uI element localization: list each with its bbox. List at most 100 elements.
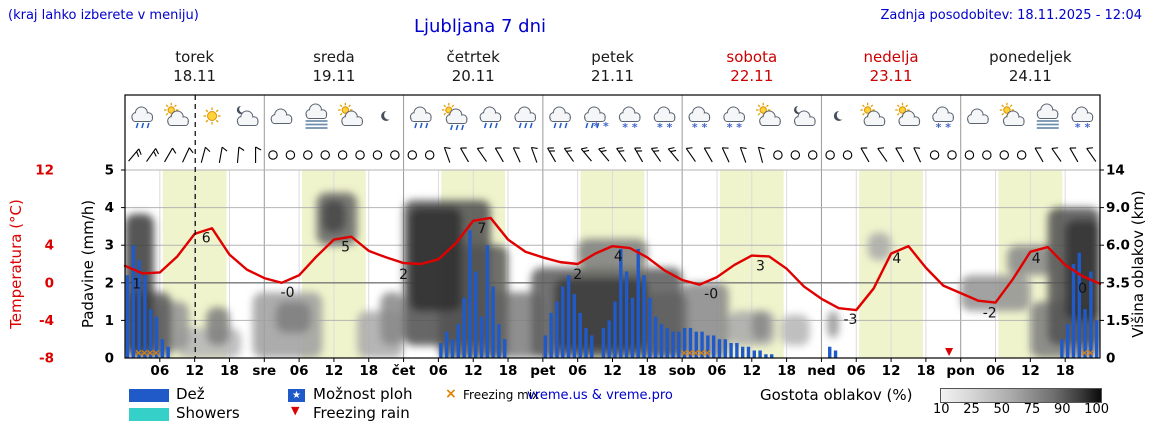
day-header-torek: torek 18.11 bbox=[173, 48, 217, 85]
precip-bars bbox=[125, 230, 1099, 358]
svg-text:ned: ned bbox=[807, 363, 835, 379]
legend-showers-label: Showers bbox=[176, 404, 240, 422]
svg-text:4: 4 bbox=[45, 238, 54, 254]
freezing-rain-triangle-icon: ▼ bbox=[291, 404, 300, 417]
weather-icon-cloud-sleet: * * bbox=[583, 106, 609, 133]
weather-icon-sun bbox=[203, 107, 221, 125]
svg-text:0: 0 bbox=[105, 351, 114, 367]
weather-icon-sun-cloud bbox=[338, 102, 364, 127]
weather-icon-moon bbox=[833, 110, 846, 121]
weather-icon-cloud bbox=[967, 108, 989, 125]
svg-text:* *: * * bbox=[593, 120, 609, 133]
svg-text:5: 5 bbox=[105, 163, 114, 179]
weather-icon-cloud-rain bbox=[549, 106, 571, 129]
legend-freezing-rain-label: Freezing rain bbox=[313, 404, 410, 422]
weather-icon-sun-cloud bbox=[164, 102, 189, 127]
svg-text:×: × bbox=[152, 348, 160, 359]
svg-text:1: 1 bbox=[105, 313, 114, 329]
svg-text:×: × bbox=[692, 348, 700, 359]
svg-text:čet: čet bbox=[392, 363, 416, 379]
density-tick: 25 bbox=[963, 402, 980, 417]
svg-text:6: 6 bbox=[202, 230, 211, 246]
svg-text:06: 06 bbox=[847, 363, 866, 379]
weather-icon-sun-cloud bbox=[755, 102, 781, 127]
day-header-nedelja: nedelja 23.11 bbox=[863, 48, 919, 85]
svg-text:-0: -0 bbox=[704, 287, 718, 303]
svg-text:18: 18 bbox=[916, 363, 935, 379]
weather-icon-cloud-snow: * * bbox=[723, 106, 746, 134]
density-tick: 10 bbox=[933, 402, 950, 417]
svg-text:×: × bbox=[686, 348, 694, 359]
day-header-sobota: sobota 22.11 bbox=[726, 48, 778, 85]
svg-text:sob: sob bbox=[669, 363, 696, 379]
density-tick: 100 bbox=[1084, 402, 1109, 417]
svg-text:14: 14 bbox=[1106, 163, 1125, 179]
weather-icon-moon-cloud bbox=[236, 105, 259, 127]
svg-text:3: 3 bbox=[756, 259, 765, 275]
day-header-sreda: sreda 19.11 bbox=[312, 48, 356, 85]
svg-text:×: × bbox=[703, 348, 711, 359]
weather-icon-sun-cloud bbox=[895, 102, 921, 127]
svg-text:4: 4 bbox=[1032, 251, 1041, 267]
svg-text:12: 12 bbox=[882, 363, 901, 379]
svg-text:12: 12 bbox=[325, 363, 344, 379]
svg-text:2: 2 bbox=[105, 275, 114, 291]
svg-text:1.5: 1.5 bbox=[1106, 313, 1130, 329]
svg-text:4: 4 bbox=[614, 249, 623, 265]
legend-possible-showers-label: Možnost ploh bbox=[313, 385, 413, 403]
weather-icon-cloud-rain bbox=[514, 106, 537, 129]
day-header-petek: petek 21.11 bbox=[591, 48, 634, 85]
svg-text:4: 4 bbox=[105, 200, 114, 216]
menu-hint[interactable]: (kraj lahko izberete v meniju) bbox=[8, 8, 199, 23]
temperature-line bbox=[123, 216, 1102, 312]
freezing-mix-x-icon: × bbox=[445, 386, 457, 402]
svg-text:-3: -3 bbox=[843, 312, 857, 328]
weather-icon-cloud-rain bbox=[131, 106, 154, 129]
svg-text:-4: -4 bbox=[39, 313, 54, 329]
temp-tick-labels: 12 4 0 -4 -8 bbox=[35, 163, 54, 367]
svg-text:×: × bbox=[680, 348, 688, 359]
svg-text:pon: pon bbox=[946, 363, 975, 379]
svg-text:×: × bbox=[146, 348, 154, 359]
weather-icon-cloud-rain bbox=[409, 106, 432, 129]
site-link[interactable]: vreme.us & vreme.pro bbox=[527, 388, 673, 403]
svg-text:0: 0 bbox=[1078, 281, 1087, 297]
legend-rain-label: Dež bbox=[176, 385, 205, 403]
svg-text:12: 12 bbox=[742, 363, 761, 379]
page-title: Ljubljana 7 dni bbox=[413, 16, 547, 37]
last-update: Zadnja posodobitev: 18.11.2025 - 12:04 bbox=[880, 8, 1142, 23]
svg-text:12: 12 bbox=[603, 363, 622, 379]
weather-icon-cloud bbox=[270, 108, 293, 125]
cloud-tick-labels: 14 9.0 6.0 3.5 1.5 0 bbox=[1106, 163, 1130, 367]
svg-text:06: 06 bbox=[568, 363, 587, 379]
svg-text:×: × bbox=[134, 348, 142, 359]
svg-text:06: 06 bbox=[708, 363, 727, 379]
cloud-density-ticks: 10 25 50 75 90 100 bbox=[933, 402, 1109, 417]
density-tick: 90 bbox=[1053, 402, 1071, 417]
weather-icon-moon bbox=[381, 110, 394, 121]
weather-icon-cloud-snow: * * bbox=[932, 106, 955, 134]
svg-text:18: 18 bbox=[1056, 363, 1075, 379]
temperature-value-labels: 1 6 -0 5 2 7 2 4 -0 3 -3 4 -2 4 0 bbox=[132, 221, 1087, 328]
svg-text:4: 4 bbox=[892, 251, 901, 267]
svg-text:18: 18 bbox=[220, 363, 239, 379]
weather-icon-cloud-snow: * * bbox=[653, 106, 676, 134]
svg-text:18: 18 bbox=[499, 363, 518, 379]
svg-text:* *: * * bbox=[657, 121, 673, 134]
wind-barbs-row bbox=[128, 146, 1097, 164]
cloud-density-gradient bbox=[940, 388, 1102, 403]
weather-icon-fog bbox=[1036, 103, 1059, 129]
freezing-mix-label: Freezing mix bbox=[463, 388, 540, 402]
svg-text:* *: * * bbox=[936, 121, 952, 134]
freezing-mix-markers: ×××× ××××× ×× bbox=[134, 348, 1094, 359]
weather-icon-cloud-rain bbox=[479, 106, 502, 129]
weather-icon-sun-cloud bbox=[999, 102, 1025, 127]
freezing-rain-markers bbox=[945, 348, 954, 356]
svg-text:6.0: 6.0 bbox=[1106, 238, 1130, 254]
weather-icon-cloud-snow: * * bbox=[1071, 106, 1094, 134]
svg-text:1: 1 bbox=[132, 276, 141, 292]
svg-text:12: 12 bbox=[1021, 363, 1040, 379]
svg-text:0: 0 bbox=[1106, 351, 1115, 367]
svg-text:5: 5 bbox=[341, 240, 350, 256]
